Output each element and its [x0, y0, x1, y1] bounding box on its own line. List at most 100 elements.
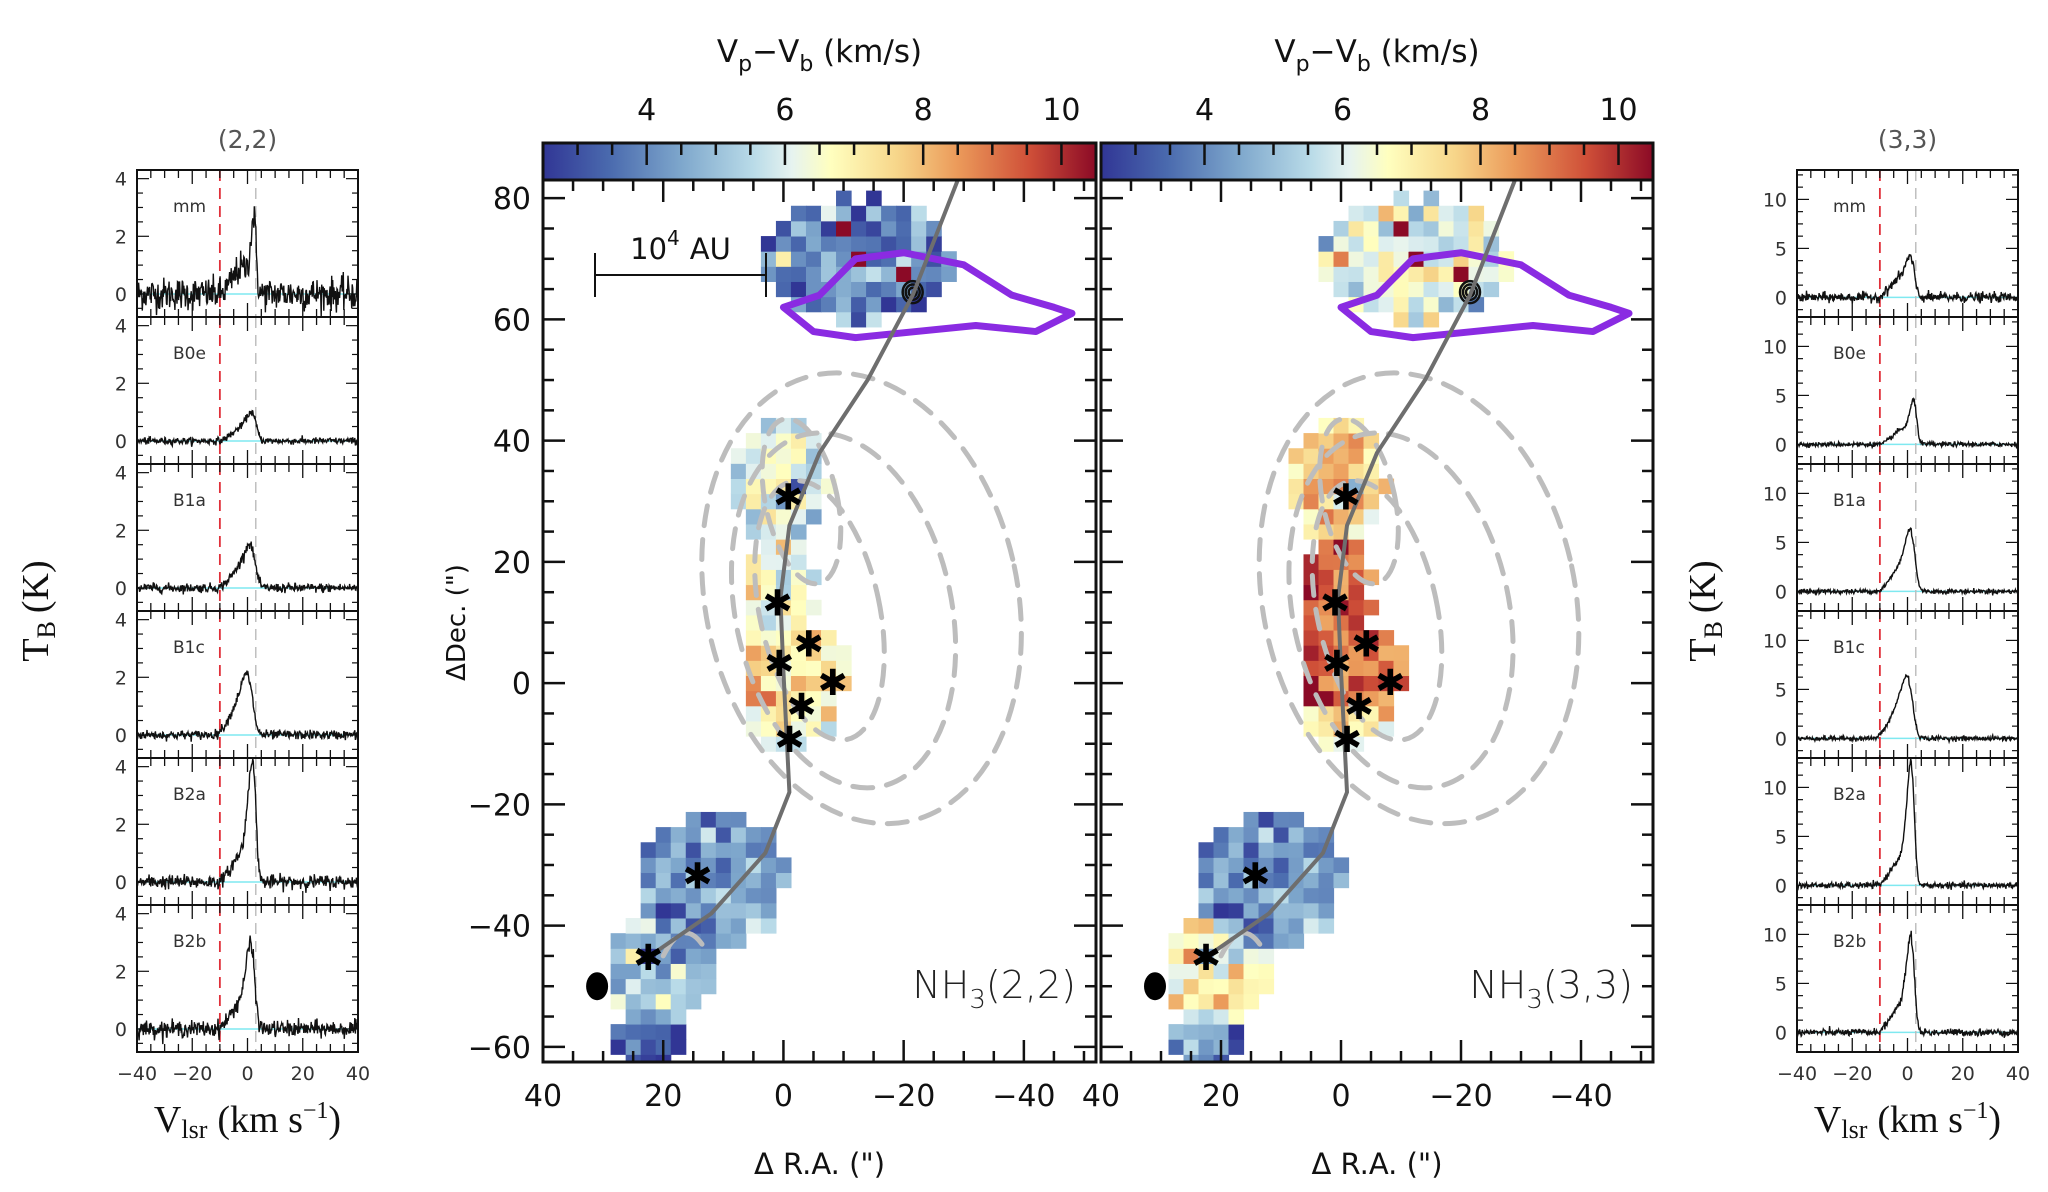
velocity-pixel [790, 660, 807, 677]
spectrum-row: 0 5 10 B1c [1763, 610, 2019, 759]
velocity-pixel [836, 311, 852, 328]
velocity-pixel [685, 857, 702, 874]
velocity-pixel [1453, 220, 1470, 237]
x-tick-label: −40 [117, 1063, 157, 1085]
x-tick-label: 0 [241, 1063, 253, 1085]
cb-label-s1: p [738, 52, 752, 77]
cb-label-unit: (km/s) [813, 34, 922, 70]
cb-label-s1: p [1296, 52, 1310, 77]
velocity-pixel [700, 811, 717, 828]
velocity-pixel [1378, 236, 1395, 252]
velocity-pixel [790, 463, 807, 479]
velocity-pixel [790, 524, 807, 540]
velocity-pixel [685, 887, 702, 904]
velocity-pixel [1288, 448, 1305, 464]
velocity-pixel [700, 857, 717, 874]
velocity-pixel [1378, 721, 1395, 737]
core-marker: ✱ [1331, 477, 1361, 518]
velocity-pixel [640, 902, 657, 919]
dec-tick-label: 20 [493, 546, 531, 581]
velocity-pixel [745, 493, 762, 510]
velocity-pixel [1393, 205, 1410, 222]
panel-title: (2,2) [218, 125, 277, 154]
velocity-pixel [760, 554, 777, 570]
velocity-pixel [745, 842, 762, 858]
velocity-pixel [1198, 963, 1215, 980]
spectrum-line [1796, 397, 2019, 450]
velocity-pixel [1258, 842, 1275, 858]
velocity-pixel [670, 857, 687, 874]
y-tick-label: 10 [1763, 189, 1787, 211]
core-marker: ✱ [1332, 720, 1362, 761]
velocity-pixel [1453, 205, 1470, 222]
core-marker: ✱ [1351, 625, 1381, 666]
velocity-pixel [1258, 948, 1275, 964]
source-label: B2b [173, 932, 206, 952]
velocity-pixel [1198, 933, 1215, 949]
velocity-pixel [1348, 614, 1365, 631]
velocity-pixel [1273, 918, 1290, 934]
velocity-pixel [1333, 872, 1350, 889]
velocity-pixel [625, 993, 642, 1010]
velocity-pixel [760, 736, 777, 752]
velocity-pixel [1213, 887, 1230, 904]
velocity-pixel [1483, 281, 1500, 298]
dashed-contours [1218, 370, 1582, 959]
spectrum-line [136, 541, 359, 596]
velocity-pixel [1213, 918, 1230, 934]
velocity-pixel [1303, 902, 1320, 919]
velocity-pixel [685, 948, 702, 964]
velocity-pixel [1393, 660, 1410, 677]
velocity-pixel [1243, 811, 1260, 828]
velocity-pixel [1423, 281, 1440, 298]
beam-ellipse [586, 972, 609, 1001]
velocity-pixel [805, 645, 822, 661]
map-content: ✱✱✱✱ ✱✱✱✱✱ [586, 180, 1076, 1062]
x-label-unit: (km s [1877, 1099, 1963, 1141]
velocity-pixel [685, 963, 702, 980]
velocity-pixel [1243, 963, 1260, 980]
spectrum-row: 0 2 4 B1a [115, 463, 359, 612]
velocity-pixel [790, 220, 807, 237]
y-tick-label: 10 [1763, 924, 1787, 946]
velocity-pixel [715, 918, 732, 934]
velocity-pixel [655, 872, 672, 889]
velocity-pixel [1318, 675, 1335, 692]
y-tick-label: 0 [115, 284, 127, 306]
velocity-pixel [1318, 599, 1335, 616]
ra-tick-label: −20 [872, 1079, 935, 1114]
x-tick-label: −40 [1777, 1063, 1817, 1085]
velocity-pixel [1243, 948, 1260, 964]
velocity-pixel [655, 857, 672, 874]
velocity-pixel [821, 675, 837, 692]
velocity-pixel [1363, 705, 1380, 722]
y-axis-label: TB (K) [15, 560, 61, 661]
velocity-pixel [1423, 296, 1440, 313]
y-tick-label: 5 [1775, 973, 1787, 995]
core-marker: ✱ [682, 856, 712, 897]
source-label: B1a [1833, 491, 1866, 511]
velocity-pixel [1348, 645, 1365, 661]
transition-sub: 3 [1526, 985, 1543, 1015]
velocity-pixel [1228, 857, 1245, 874]
velocity-pixel [1363, 690, 1380, 707]
velocity-pixel [1363, 599, 1380, 616]
velocity-pixel [1243, 978, 1260, 995]
colorbar-label: Vp−Vb (km/s) [1274, 34, 1479, 77]
velocity-pixel [1213, 1008, 1230, 1025]
velocity-pixel [1228, 1008, 1245, 1025]
velocity-pixel [881, 296, 897, 313]
velocity-pixel [1183, 918, 1200, 934]
core-marker: ✱ [1375, 663, 1405, 704]
velocity-pixel [805, 493, 822, 510]
velocity-pixel [1303, 448, 1320, 464]
velocity-pixel [670, 902, 687, 919]
y-tick-label: 2 [115, 814, 127, 836]
spectrum-row: 0 5 10 mm [1763, 169, 2019, 318]
velocity-pixel [730, 918, 747, 934]
velocity-pixel [775, 220, 792, 237]
velocity-pixel [640, 872, 657, 889]
dashed-contour [1317, 416, 1401, 587]
core-marker: ✱ [786, 687, 816, 728]
